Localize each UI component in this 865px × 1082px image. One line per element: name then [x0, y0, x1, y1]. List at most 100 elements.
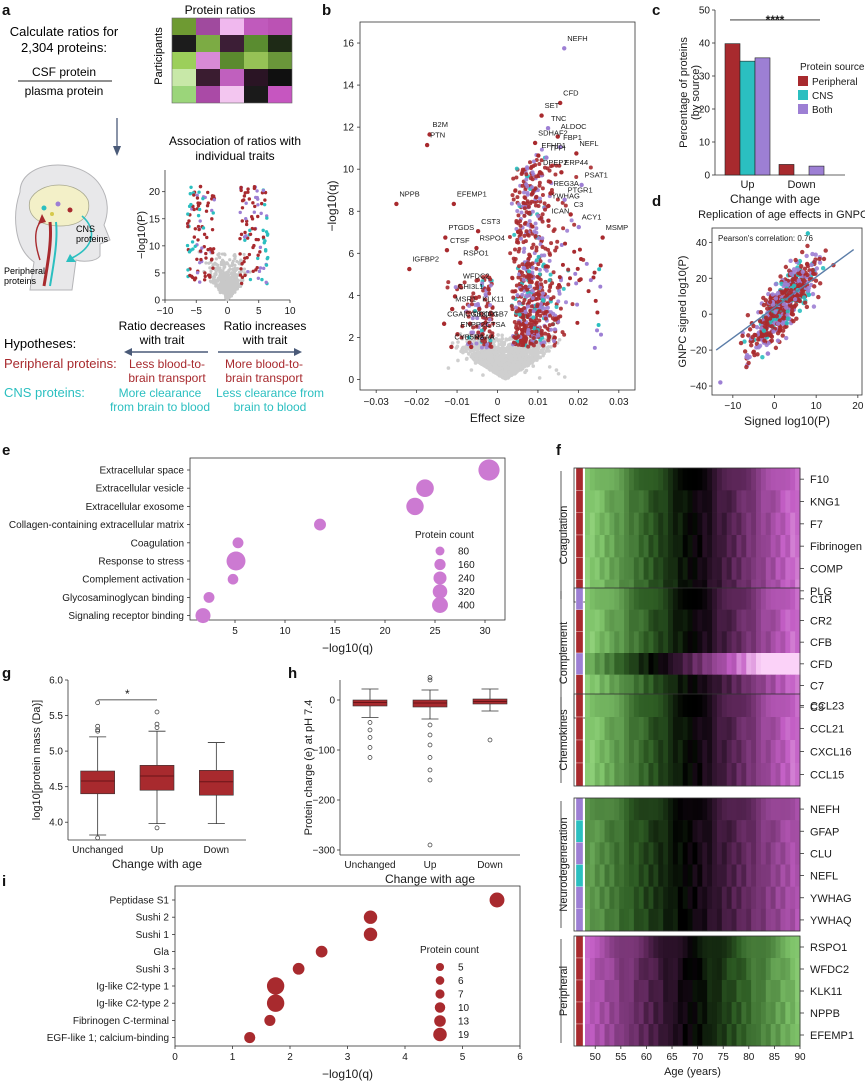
heat-cell — [672, 763, 679, 787]
grey-point — [465, 356, 469, 361]
heat-cell — [648, 763, 654, 787]
colored-point — [537, 267, 542, 272]
heat-cell — [736, 588, 742, 610]
colored-point — [549, 187, 554, 192]
heat-cell — [760, 798, 767, 821]
heat-cell — [756, 763, 762, 787]
heat-cell — [716, 588, 723, 610]
heat-cell — [609, 535, 615, 558]
heat-cell — [599, 980, 606, 1003]
heat-cell — [746, 557, 752, 580]
heat-cell — [633, 694, 640, 718]
heat-cell — [619, 886, 625, 910]
heat-cell — [663, 588, 669, 610]
colored-point — [551, 311, 556, 316]
panel-letter-c: c — [652, 2, 660, 19]
heat-cell — [712, 864, 718, 887]
heat-cell — [741, 740, 747, 764]
heat-cell — [746, 512, 752, 536]
colored-point — [547, 278, 552, 283]
heat-cell — [658, 958, 664, 981]
numerator: CSF protein — [32, 65, 96, 79]
colored-point — [524, 177, 529, 182]
colored-point — [514, 175, 519, 180]
heat-cell — [795, 864, 801, 887]
heat-cell — [712, 763, 718, 787]
heat-cell — [628, 694, 635, 718]
grey-point — [222, 260, 226, 264]
heat-cell — [712, 512, 718, 536]
source-bar — [575, 674, 584, 697]
heat-cell — [589, 717, 596, 741]
heat-cell — [736, 609, 742, 632]
heat-cell — [687, 588, 693, 610]
heat-cell — [770, 958, 777, 981]
heat-cell — [682, 717, 689, 741]
grey-point — [508, 373, 513, 378]
heat-cell — [785, 908, 791, 932]
heat-cell — [707, 820, 713, 843]
colored-point — [526, 269, 531, 274]
heat-cell — [692, 535, 698, 558]
grey-point — [219, 281, 223, 285]
labeled-point — [579, 182, 584, 188]
ratio-cell — [220, 86, 244, 103]
ratio-cell — [172, 18, 196, 35]
scatter-point — [775, 290, 781, 296]
heat-cell — [790, 609, 796, 632]
ratio-cell — [172, 52, 196, 69]
colored-point — [584, 261, 589, 266]
grey-point — [218, 255, 222, 260]
heat-cell — [741, 631, 747, 654]
heat-cell — [697, 908, 703, 932]
scatter-point — [746, 333, 751, 338]
cns-less1: Less clearance from — [216, 386, 324, 400]
colored-point — [548, 313, 553, 318]
heat-cell — [658, 864, 664, 887]
heat-cell — [692, 631, 698, 654]
colored-point — [522, 233, 527, 238]
heat-cell — [760, 557, 767, 580]
heat-cell — [682, 512, 689, 536]
heat-cell — [751, 958, 757, 981]
heat-cell — [594, 468, 601, 491]
colored-point — [466, 314, 471, 319]
scatter-point — [780, 333, 785, 338]
heat-cell — [731, 557, 737, 580]
heat-cell — [663, 694, 669, 718]
colored-point — [250, 226, 255, 231]
heat-cell — [668, 674, 674, 697]
heat-cell — [599, 653, 606, 675]
heat-cell — [604, 512, 610, 536]
scatter-point — [820, 266, 826, 271]
group-label: Neurodegeneration — [558, 817, 570, 911]
heat-cell — [736, 908, 742, 932]
heat-cell — [682, 588, 689, 610]
scatter-point — [768, 316, 773, 321]
heat-cell — [663, 557, 669, 580]
colored-point — [513, 305, 518, 310]
heat-cell — [726, 588, 733, 610]
colored-point — [201, 226, 206, 230]
grey-point — [537, 376, 542, 380]
heat-cell — [672, 674, 679, 697]
heat-cell — [614, 694, 620, 718]
heat-cell — [795, 535, 801, 558]
heat-cell — [653, 936, 659, 959]
heat-cell — [619, 468, 625, 491]
heat-cell — [697, 468, 703, 491]
colored-point — [530, 209, 535, 214]
heat-cell — [585, 674, 591, 697]
heat-cell — [624, 631, 630, 654]
heat-cell — [643, 674, 650, 697]
heat-cell — [638, 609, 645, 632]
source-bar — [575, 842, 584, 865]
heat-cell — [668, 631, 674, 654]
heat-cell — [633, 717, 640, 741]
xtick-label: Up — [740, 179, 754, 191]
colored-point — [537, 236, 542, 241]
heat-cell — [746, 958, 752, 981]
ratio-cell — [268, 52, 292, 69]
row-label: CXCL16 — [810, 747, 852, 759]
ytick-label: 8 — [348, 207, 354, 218]
